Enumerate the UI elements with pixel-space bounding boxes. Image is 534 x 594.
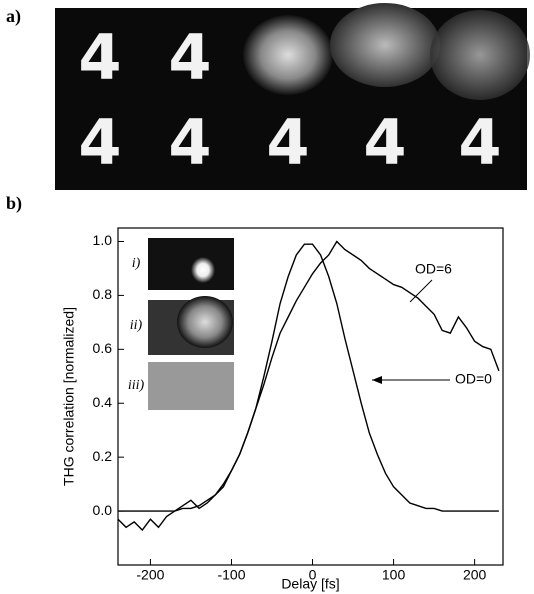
blurred-frame [243, 15, 333, 95]
inset-spot [191, 257, 215, 283]
x-tick-label: 100 [382, 567, 406, 583]
inset-label: i) [132, 256, 141, 271]
digit-image: 4 [168, 21, 211, 94]
digit-image: 4 [458, 106, 501, 179]
panel-label: b) [6, 193, 22, 214]
y-tick-label: 0.4 [93, 394, 113, 410]
digit-image: 4 [168, 106, 211, 179]
arrow-head [372, 376, 382, 384]
x-tick-label: 0 [309, 567, 317, 583]
y-axis-label: THG correlation [normalized] [61, 307, 77, 486]
digit-image: 4 [363, 106, 406, 179]
y-tick-label: 0.2 [93, 448, 113, 464]
y-tick-label: 0.6 [93, 340, 113, 356]
annotation: OD=6 [415, 261, 452, 277]
insets [148, 238, 234, 410]
x-tick-label: 200 [463, 567, 487, 583]
x-axis-label: Delay [fs] [281, 576, 339, 592]
image-panel [55, 3, 530, 190]
annotation-arrow [409, 279, 433, 303]
inset-image [148, 238, 234, 290]
inset-image [148, 362, 234, 410]
digit-image: 4 [266, 106, 309, 179]
y-tick-label: 0.8 [93, 286, 113, 302]
data-line [118, 243, 499, 512]
y-tick-label: 1.0 [93, 232, 113, 248]
y-tick-label: 0.0 [93, 502, 113, 518]
blurred-frame [330, 3, 440, 87]
inset-label: iii) [128, 378, 145, 393]
digit-image: 4 [78, 106, 121, 179]
annotation: OD=0 [455, 371, 492, 387]
blurred-frame [430, 10, 530, 100]
panel-label: a) [6, 6, 21, 27]
x-tick-label: -100 [217, 567, 245, 583]
inset-spot [177, 296, 233, 348]
x-tick-label: -200 [136, 567, 164, 583]
inset-label: ii) [130, 318, 143, 333]
data-line [117, 240, 500, 532]
plot-frame [117, 227, 504, 566]
digit-image: 4 [78, 21, 121, 94]
